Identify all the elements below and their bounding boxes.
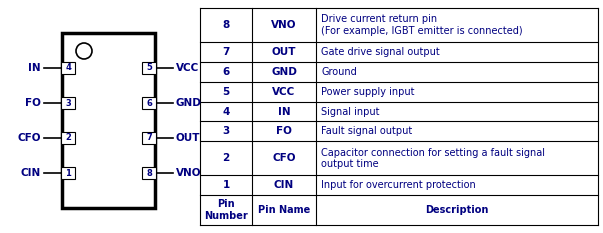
- Text: FO: FO: [25, 98, 41, 108]
- Text: 6: 6: [223, 67, 230, 77]
- Text: VNO: VNO: [176, 168, 201, 178]
- Circle shape: [76, 43, 92, 59]
- Text: VCC: VCC: [273, 87, 295, 97]
- Text: Description: Description: [425, 205, 488, 215]
- Text: CFO: CFO: [17, 133, 41, 143]
- Text: Drive current return pin
(For example, IGBT emitter is connected): Drive current return pin (For example, I…: [321, 14, 523, 36]
- Bar: [142, 97, 156, 109]
- Text: IN: IN: [28, 63, 41, 73]
- Bar: [142, 62, 156, 74]
- Text: Fault signal output: Fault signal output: [321, 127, 412, 137]
- Text: 8: 8: [146, 168, 152, 178]
- Text: 3: 3: [223, 127, 230, 137]
- Text: CIN: CIN: [21, 168, 41, 178]
- Text: VNO: VNO: [271, 20, 297, 30]
- Text: OUT: OUT: [176, 133, 201, 143]
- Text: CIN: CIN: [274, 180, 294, 190]
- Text: Ground: Ground: [321, 67, 357, 77]
- Bar: [61, 97, 75, 109]
- Text: GND: GND: [271, 67, 297, 77]
- Text: CFO: CFO: [272, 153, 295, 163]
- Text: Power supply input: Power supply input: [321, 87, 414, 97]
- Text: Capacitor connection for setting a fault signal
output time: Capacitor connection for setting a fault…: [321, 147, 545, 169]
- Text: 7: 7: [146, 134, 152, 143]
- Text: 7: 7: [223, 47, 230, 57]
- Text: 2: 2: [65, 134, 71, 143]
- Text: 8: 8: [223, 20, 230, 30]
- Text: 4: 4: [65, 64, 71, 72]
- Text: OUT: OUT: [272, 47, 296, 57]
- Text: 1: 1: [65, 168, 71, 178]
- Text: 3: 3: [65, 99, 71, 107]
- Bar: [61, 167, 75, 179]
- Bar: [61, 62, 75, 74]
- Text: 4: 4: [223, 106, 230, 116]
- Text: 5: 5: [223, 87, 230, 97]
- Text: Signal input: Signal input: [321, 106, 379, 116]
- Text: Input for overcurrent protection: Input for overcurrent protection: [321, 180, 476, 190]
- Text: GND: GND: [176, 98, 202, 108]
- Text: FO: FO: [276, 127, 292, 137]
- Bar: [142, 132, 156, 144]
- Text: IN: IN: [278, 106, 290, 116]
- Text: 5: 5: [146, 64, 152, 72]
- Text: Gate drive signal output: Gate drive signal output: [321, 47, 440, 57]
- Text: 6: 6: [146, 99, 152, 107]
- Bar: [61, 132, 75, 144]
- Bar: [62, 33, 155, 208]
- Text: VCC: VCC: [176, 63, 199, 73]
- Text: 1: 1: [223, 180, 230, 190]
- Text: Pin
Number: Pin Number: [204, 199, 248, 221]
- Text: 2: 2: [223, 153, 230, 163]
- Bar: [142, 167, 156, 179]
- Text: Pin Name: Pin Name: [258, 205, 310, 215]
